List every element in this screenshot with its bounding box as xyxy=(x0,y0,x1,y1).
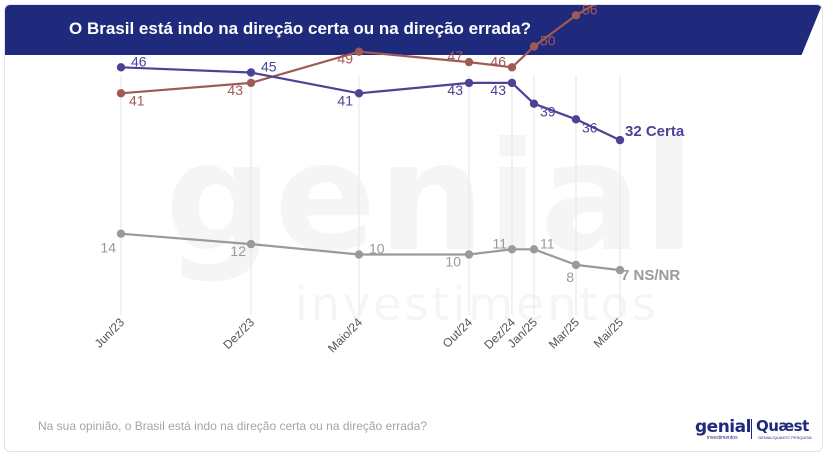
data-label: 10 xyxy=(445,254,461,270)
data-label: 12 xyxy=(230,243,246,259)
data-point xyxy=(464,250,474,259)
quaest-logo: Quæst xyxy=(756,417,809,435)
series-end-label: 7 NS/NR xyxy=(621,267,680,284)
data-point xyxy=(116,63,126,72)
data-point xyxy=(529,245,539,254)
line-chart: 41 43 49 47 46 50 56 46 45 41 43 43 39 36 14 12 10 10 11 11… xyxy=(92,5,694,355)
data-point xyxy=(354,89,364,98)
series-end-label: 61 Errada xyxy=(625,5,694,7)
data-label: 49 xyxy=(337,51,353,67)
data-point xyxy=(571,260,581,270)
data-point xyxy=(246,68,256,77)
series-line-nsnr xyxy=(120,232,621,272)
header-banner xyxy=(5,5,822,55)
data-label: 11 xyxy=(540,235,555,251)
data-label: 56 xyxy=(582,5,598,17)
series-end-label: 32 Certa xyxy=(625,123,685,140)
chart-card: O Brasil está indo na direção certa ou n… xyxy=(4,4,823,452)
gridlines xyxy=(120,75,621,315)
x-tick-label: Dez/23 xyxy=(220,315,257,352)
x-tick-label: Mar/25 xyxy=(546,315,583,352)
genial-logo-sub: investimentos xyxy=(707,435,738,441)
data-label: 41 xyxy=(129,92,145,108)
series-lines xyxy=(120,5,621,272)
data-label: 43 xyxy=(490,82,506,98)
data-labels: 41 43 49 47 46 50 56 46 45 41 43 43 39 36 14 12 10 10 11 11… xyxy=(100,5,597,285)
data-point xyxy=(507,245,517,254)
x-tick-label: Maio/24 xyxy=(325,315,365,355)
x-tick-label: Jun/23 xyxy=(92,315,128,351)
data-label: 41 xyxy=(337,92,353,108)
x-tick-label: Out/24 xyxy=(440,315,476,351)
page-title: O Brasil está indo na direção certa ou n… xyxy=(69,19,531,38)
data-point xyxy=(464,57,474,67)
data-point xyxy=(354,250,364,259)
data-label: 39 xyxy=(540,104,556,120)
data-point xyxy=(246,239,256,249)
data-label: 14 xyxy=(100,240,116,256)
data-point xyxy=(116,89,126,98)
data-point xyxy=(571,115,581,124)
data-point xyxy=(116,229,126,238)
quaest-logo-sub: GENIAL/QUAEST PESQUISA xyxy=(758,435,812,440)
series-line-certa xyxy=(120,66,621,142)
genial-logo: genial xyxy=(695,417,751,437)
data-label: 46 xyxy=(490,53,506,69)
data-label: 45 xyxy=(261,59,277,75)
data-point xyxy=(529,42,539,51)
data-label: 43 xyxy=(227,82,243,98)
data-label: 50 xyxy=(540,33,556,49)
logo-divider xyxy=(751,419,752,439)
series-end-labels: 61 Errada 32 Certa 7 NS/NR xyxy=(621,5,694,284)
data-label: 36 xyxy=(582,119,598,135)
series-points xyxy=(116,11,625,275)
data-label: 47 xyxy=(447,48,463,64)
data-point xyxy=(615,265,625,275)
data-label: 43 xyxy=(447,82,463,98)
data-point xyxy=(464,78,474,88)
data-point xyxy=(354,47,364,56)
data-label: 10 xyxy=(369,241,385,257)
data-point xyxy=(529,99,539,108)
data-point xyxy=(246,78,256,88)
data-label: 11 xyxy=(492,235,507,251)
data-point xyxy=(507,63,517,72)
data-point xyxy=(507,78,517,88)
footnote: Na sua opinião, o Brasil está indo na di… xyxy=(38,419,427,433)
data-label: 8 xyxy=(566,269,574,285)
data-point xyxy=(571,11,581,20)
x-tick-label: Mai/25 xyxy=(591,315,627,351)
data-label: 46 xyxy=(131,53,147,69)
data-point xyxy=(615,135,625,145)
series-line-errada xyxy=(120,5,596,95)
